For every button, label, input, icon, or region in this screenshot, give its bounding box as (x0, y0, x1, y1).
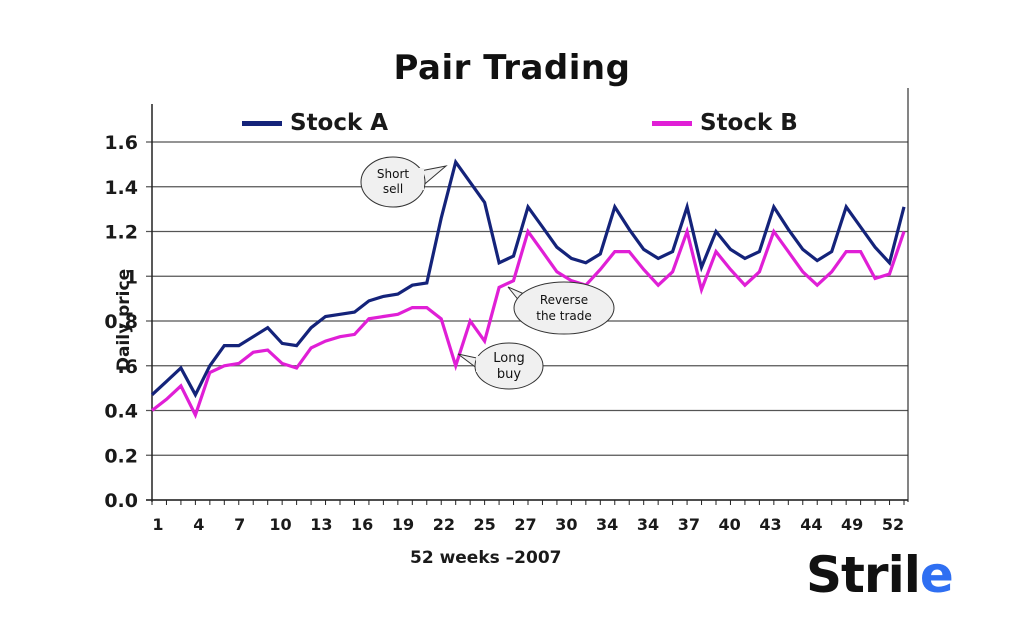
x-tick-label: 40 (719, 515, 741, 534)
x-tick-label: 43 (759, 515, 781, 534)
y-tick-label: .6 (118, 356, 138, 378)
x-tick-label: 34 (637, 515, 659, 534)
axes: 0.0 0.2 0.4 .6 0.8 1 1.2 1.4 1.6 1 4 7 10 13 16 19 22 25 2… (104, 88, 909, 534)
logo-text: Stril (806, 546, 921, 604)
y-tick-label: 0.2 (104, 445, 138, 467)
x-axis-label: 52 weeks –2007 (410, 548, 562, 568)
y-tick-label: 0.8 (104, 311, 138, 333)
y-tick-label: 1 (125, 266, 138, 288)
x-tick-label: 52 (882, 515, 904, 534)
callout-long-buy: Long buy (457, 342, 544, 390)
chart-title: Pair Trading (393, 48, 631, 88)
x-tick-label: 34 (596, 515, 618, 534)
y-tick-label: 1.4 (104, 177, 138, 199)
legend-swatch-a (242, 120, 282, 126)
legend-label-a: Stock A (290, 110, 389, 136)
x-tick-label: 4 (193, 515, 204, 534)
y-tick-label: 1.6 (104, 132, 138, 154)
logo-accent: e (919, 546, 954, 604)
x-tick-label: 13 (310, 515, 332, 534)
y-tick-label: 1.2 (104, 222, 138, 244)
y-tick-label: 0.4 (104, 401, 138, 423)
legend-swatch-b (652, 120, 692, 126)
callout-text: Short (377, 167, 409, 181)
callout-reverse-trade: Reverse the trade (507, 281, 615, 335)
y-tick-label: 0.0 (104, 490, 138, 512)
x-tick-label: 49 (841, 515, 863, 534)
callout-text: sell (383, 182, 403, 196)
legend-stock-a: Stock A (242, 110, 388, 136)
x-tick-label: 30 (555, 515, 577, 534)
x-tick-label: 27 (514, 515, 536, 534)
y-axis-label: Daily price (114, 268, 134, 372)
x-tick-label: 22 (433, 515, 455, 534)
callout-text: the trade (536, 309, 592, 323)
x-tick-label: 16 (351, 515, 373, 534)
x-tick-label: 25 (474, 515, 496, 534)
x-tick-label: 44 (800, 515, 822, 534)
data-lines (150, 158, 906, 420)
x-tick-label: 1 (152, 515, 163, 534)
strike-logo: Strile (806, 546, 954, 604)
x-tick-label: 7 (234, 515, 245, 534)
callout-text: Long (493, 351, 524, 366)
legend-label-b: Stock B (700, 110, 798, 136)
series-line-stock-b (151, 225, 906, 420)
callout-text: buy (497, 367, 521, 382)
callout-text: Reverse (540, 293, 588, 307)
callouts: Short sell Reverse the trade Long buy (360, 156, 615, 390)
legend-stock-b: Stock B (652, 110, 798, 136)
series-line-stock-a (150, 158, 906, 399)
x-tick-label: 10 (269, 515, 291, 534)
x-tick-label: 19 (392, 515, 414, 534)
x-tick-label: 37 (678, 515, 700, 534)
callout-short-sell: Short sell (360, 156, 448, 208)
